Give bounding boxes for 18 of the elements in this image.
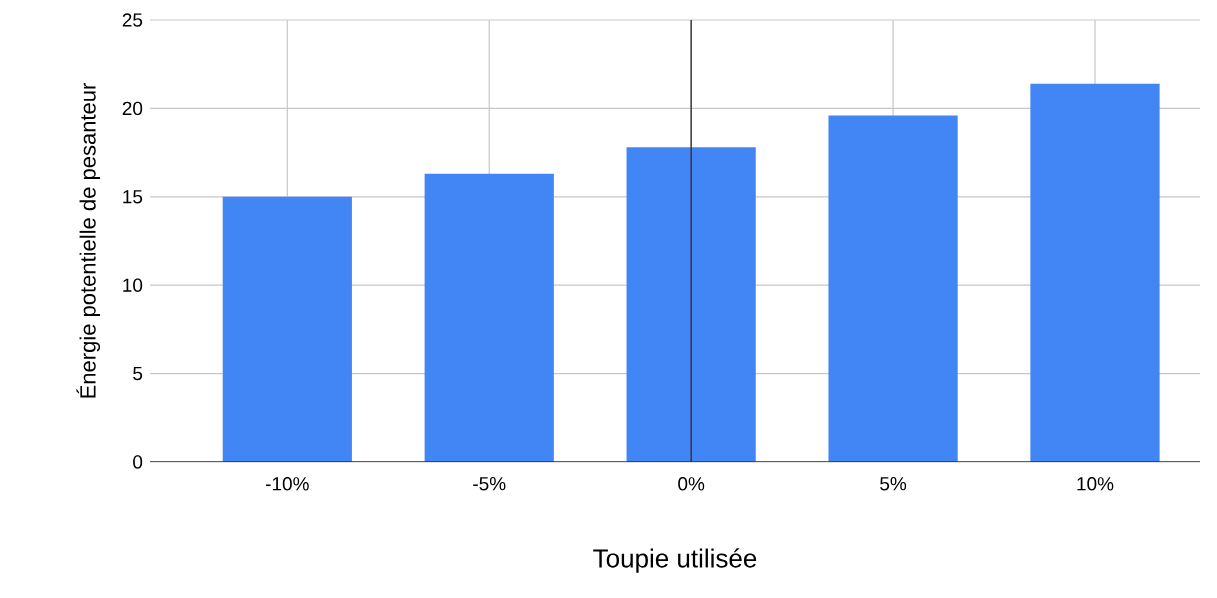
x-tick-label: 0%	[678, 477, 705, 491]
y-tick-label: 0	[133, 455, 143, 469]
y-axis-title: Énergie potentielle de pesanteur	[76, 83, 101, 398]
x-axis-title: Toupie utilisée	[593, 548, 757, 573]
bar	[222, 196, 352, 462]
y-tick-label: 15	[123, 190, 143, 204]
x-tick-label: 5%	[880, 477, 907, 491]
y-tick-label: 20	[122, 101, 143, 116]
x-tick-label: -10%	[265, 477, 309, 491]
x-tick-label: -5%	[473, 477, 506, 491]
bar	[828, 115, 958, 462]
y-tick-label: 5	[133, 366, 143, 381]
bar	[1030, 83, 1160, 462]
y-tick-label: 25	[122, 13, 143, 27]
x-tick-label: 10%	[1077, 477, 1114, 491]
bar	[424, 173, 554, 462]
y-tick-label: 10	[123, 278, 143, 292]
bar	[626, 147, 756, 462]
